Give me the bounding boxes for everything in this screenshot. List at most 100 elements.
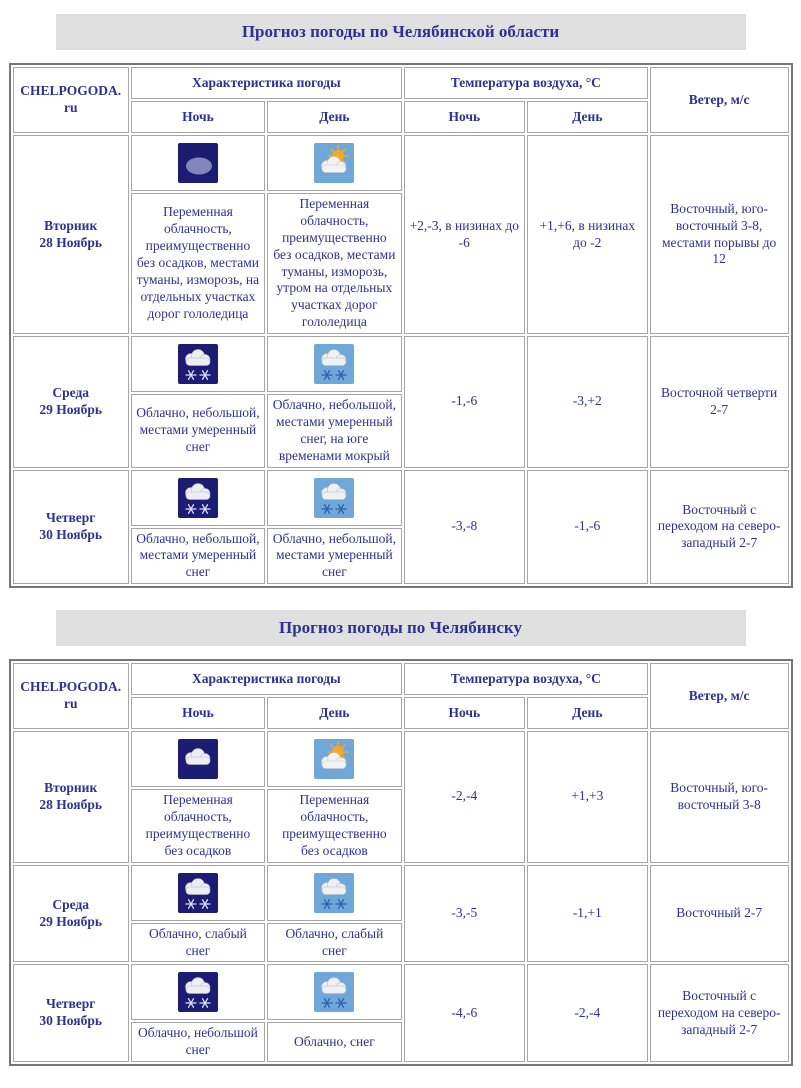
night-description-cell: Облачно, небольшой снег [130, 1022, 265, 1063]
header-wind: Ветер, м/с [649, 663, 789, 730]
wind-cell: Восточный, юго-восточный 3-8 [649, 731, 789, 863]
subheader-weather-night: Ночь [130, 697, 265, 730]
day-description-cell: Облачно, небольшой, местами умеренный сн… [266, 527, 402, 585]
day-cell: Среда 29 Ноябрь [12, 864, 129, 963]
night-clouds-snow-icon [177, 972, 218, 1013]
day-description-cell: Облачно, снег [266, 1022, 402, 1063]
day-description-cell: Переменная облачность, преимущественно б… [266, 789, 402, 863]
night-description-cell: Облачно, небольшой, местами умеренный сн… [130, 394, 265, 468]
subheader-temp-night: Ночь [403, 101, 525, 133]
day-sun-clouds-icon [314, 739, 355, 780]
night-icon-cell [130, 469, 265, 526]
brand-link[interactable]: CHELPOGODA.ru [20, 83, 122, 115]
temp-night-cell: -3,-5 [403, 864, 525, 963]
weather-page: { "colors": { "text_navy": "#2e3192", "t… [0, 14, 801, 1067]
night-description-cell: Переменная облачность, преимущественно б… [130, 789, 265, 863]
day-clouds-snow-icon [314, 972, 355, 1013]
temp-day-cell: +1,+6, в низинах до -2 [526, 135, 648, 334]
night-moon-cloud-icon [177, 143, 218, 183]
table-row: Переменная облачность, преимущественно б… [13, 193, 789, 334]
night-description-cell: Облачно, небольшой, местами умеренный сн… [130, 527, 265, 585]
day-description-cell: Переменная облачность, преимущественно б… [266, 193, 402, 334]
subheader-temp-day: День [526, 101, 648, 133]
day-description-cell: Облачно, небольшой, местами умеренный сн… [266, 394, 402, 468]
temp-day-cell: -3,+2 [526, 336, 648, 468]
subheader-weather-night: Ночь [130, 101, 265, 133]
day-cell: Вторник 28 Ноябрь [12, 135, 129, 334]
day-description-cell: Облачно, слабый снег [266, 922, 402, 963]
wind-cell: Восточной четверти 2-7 [649, 336, 789, 468]
wind-cell: Восточный с переходом на северо-западный… [649, 469, 789, 585]
table-row: Среда 29 Ноябрь -1,-6 -3,+2 Восточной че… [12, 336, 789, 468]
temp-night-cell: -1,-6 [403, 336, 525, 468]
temp-night-cell: +2,-3, в низинах до -6 [403, 135, 525, 334]
table-row: Облачно, небольшой, местами умеренный сн… [13, 394, 789, 468]
night-icon-cell [130, 731, 265, 788]
night-icon-cell [130, 336, 265, 392]
wind-cell: Восточный с переходом на северо-западный… [649, 964, 789, 1063]
wind-cell: Восточный 2-7 [649, 864, 789, 963]
forecast-table-region: CHELPOGODA.ru Характеристика погоды Темп… [8, 63, 793, 589]
day-name: Четверг [45, 996, 96, 1012]
day-date: 29 Ноябрь [39, 913, 102, 929]
subheader-temp-day: День [526, 697, 648, 730]
day-date: 30 Ноябрь [39, 1013, 102, 1029]
night-description-cell: Переменная облачность, преимущественно б… [130, 193, 265, 334]
table-row: Облачно, небольшой, местами умеренный сн… [13, 527, 789, 585]
temp-night-cell: -2,-4 [403, 731, 525, 863]
subheader-temp-night: Ночь [403, 697, 525, 730]
brand-cell: CHELPOGODA.ru [12, 663, 129, 730]
night-icon-cell [130, 135, 265, 191]
day-icon-cell [266, 864, 402, 921]
subheader-weather-day: День [266, 697, 402, 730]
day-name: Среда [52, 384, 90, 400]
table-row: Среда 29 Ноябрь -3,-5 -1,+1 Восточный 2-… [12, 864, 789, 963]
night-icon-cell [130, 964, 265, 1021]
header-air-temperature: Температура воздуха, °С [403, 663, 648, 696]
forecast-table-city: CHELPOGODA.ru Характеристика погоды Темп… [8, 659, 793, 1067]
day-cell: Четверг 30 Ноябрь [12, 964, 129, 1063]
day-icon-cell [266, 731, 402, 788]
day-date: 30 Ноябрь [39, 526, 102, 542]
header-weather-characteristic: Характеристика погоды [130, 663, 402, 696]
night-clouds-snow-icon [177, 344, 218, 384]
day-name: Четверг [45, 509, 96, 525]
day-date: 28 Ноябрь [39, 234, 102, 250]
header-air-temperature: Температура воздуха, °С [403, 67, 648, 99]
day-cell: Среда 29 Ноябрь [12, 336, 129, 468]
day-date: 29 Ноябрь [39, 401, 102, 417]
day-name: Вторник [44, 217, 98, 233]
day-name: Вторник [44, 780, 98, 795]
temp-night-cell: -4,-6 [403, 964, 525, 1063]
temp-day-cell: -1,-6 [526, 469, 648, 585]
subheader-weather-day: День [266, 101, 402, 133]
table-row: Четверг 30 Ноябрь -3,-8 -1,-6 Восточный … [12, 469, 789, 585]
day-cell: Четверг 30 Ноябрь [12, 469, 129, 585]
day-clouds-snow-icon [314, 344, 355, 384]
day-icon-cell [266, 336, 402, 392]
brand-link[interactable]: CHELPOGODA.ru [20, 679, 122, 712]
wind-cell: Восточный, юго-восточный 3-8, местами по… [649, 135, 789, 334]
night-icon-cell [130, 864, 265, 921]
temp-day-cell: +1,+3 [526, 731, 648, 863]
table-row: Переменная облачность, преимущественно б… [13, 789, 789, 863]
night-description-cell: Облачно, слабый снег [130, 922, 265, 963]
day-name: Среда [52, 896, 90, 912]
table-row: Четверг 30 Ноябрь -4,-6 -2,-4 Восточный … [12, 964, 789, 1063]
day-sun-clouds-icon [314, 143, 355, 183]
night-clouds-snow-icon [177, 872, 218, 913]
day-date: 28 Ноябрь [39, 796, 102, 812]
table-row: Вторник 28 Ноябрь +2,-3, в низинах до -6… [12, 135, 789, 334]
brand-cell: CHELPOGODA.ru [12, 67, 129, 133]
table-row: Вторник 28 Ноябрь -2,-4 +1,+3 Восточный,… [12, 731, 789, 863]
temp-night-cell: -3,-8 [403, 469, 525, 585]
day-clouds-snow-icon [314, 872, 355, 913]
day-icon-cell [266, 964, 402, 1021]
night-clouds-snow-icon [177, 477, 218, 518]
day-icon-cell [266, 469, 402, 526]
temp-day-cell: -2,-4 [526, 964, 648, 1063]
day-cell: Вторник 28 Ноябрь [12, 731, 129, 863]
section-title-city: Прогноз погоды по Челябинску [55, 610, 746, 647]
day-clouds-snow-icon [314, 477, 355, 518]
header-wind: Ветер, м/с [649, 67, 789, 133]
